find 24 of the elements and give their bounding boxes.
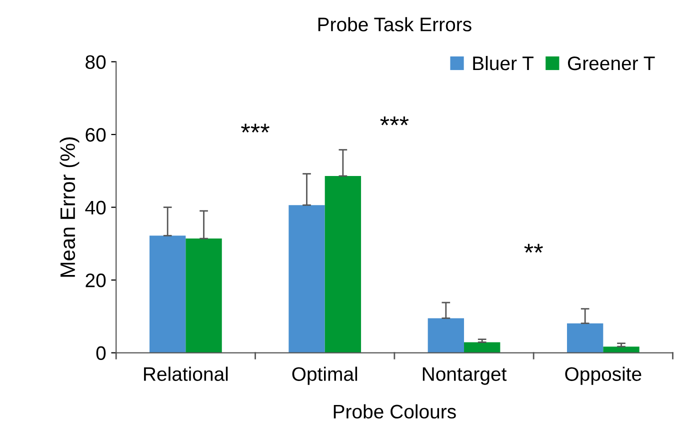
x-tick-label: Opposite xyxy=(565,366,642,385)
bar xyxy=(150,236,186,353)
legend-label: Bluer T xyxy=(473,56,534,70)
annotation: *** xyxy=(241,124,270,133)
legend-label: Greener T xyxy=(568,56,655,70)
x-tick-label: Optimal xyxy=(292,366,358,385)
y-axis-title: Mean Error (%) xyxy=(60,137,80,277)
bar xyxy=(464,342,500,353)
bar xyxy=(288,205,325,353)
y-tick-label: 60 xyxy=(86,128,106,142)
annotation: ** xyxy=(524,244,543,253)
x-tick-label: Nontarget xyxy=(422,367,507,385)
bar xyxy=(428,318,464,353)
bar xyxy=(324,176,362,353)
annotation: *** xyxy=(380,116,409,126)
x-tick-label: Relational xyxy=(144,366,228,381)
y-tick-label: 40 xyxy=(85,200,106,215)
y-tick-label: 80 xyxy=(86,55,106,69)
chart-title: Probe Task Errors xyxy=(318,17,472,32)
bar xyxy=(566,323,604,353)
x-axis-title: Probe Colours xyxy=(334,404,456,419)
bar xyxy=(186,238,222,353)
y-tick-label: 20 xyxy=(86,274,106,288)
y-tick-label: 0 xyxy=(96,346,106,360)
